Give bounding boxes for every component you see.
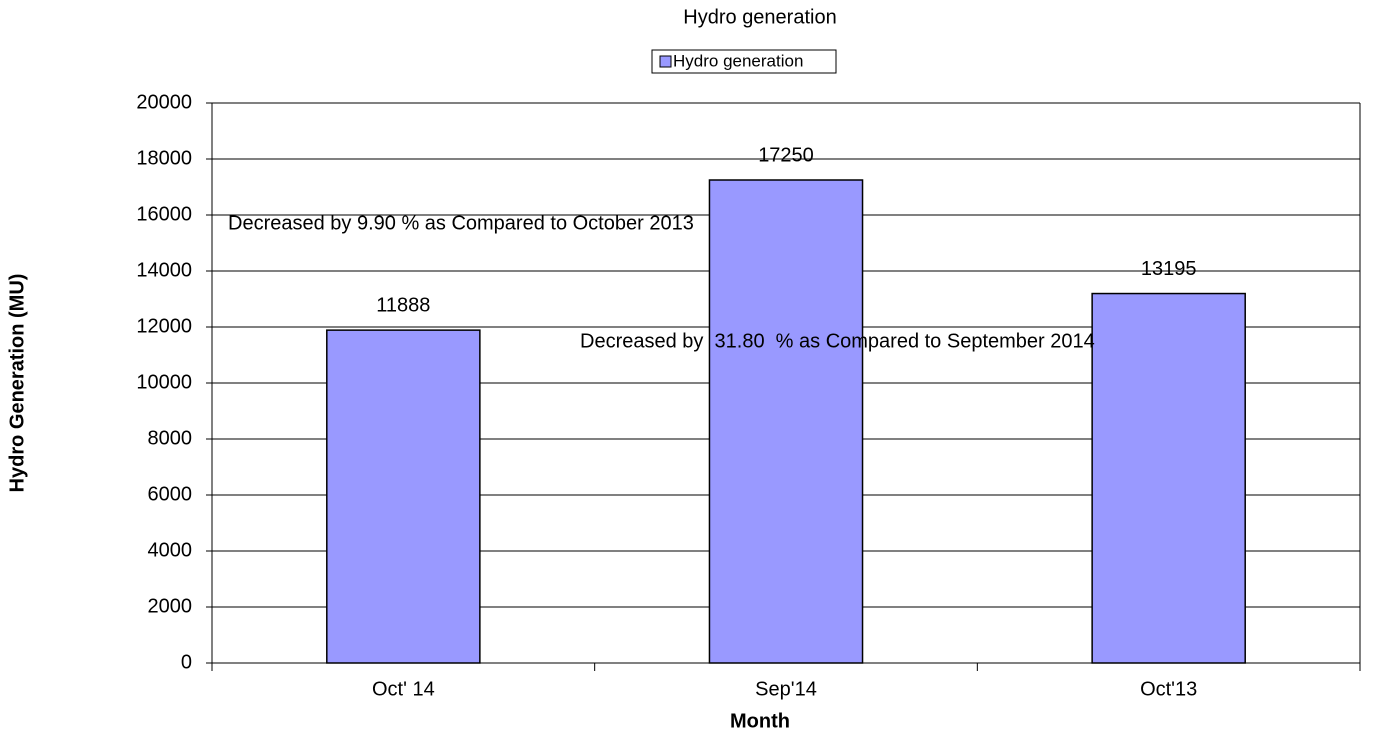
y-tick-label: 14000 [136,259,192,281]
y-tick-label: 18000 [136,147,192,169]
x-tick-label: Oct'13 [1140,678,1197,700]
y-tick-label: 2000 [148,595,193,617]
data-label: 11888 [376,294,430,316]
data-label: 13195 [1141,258,1197,280]
y-tick-label: 16000 [136,203,192,225]
y-tick-label: 4000 [148,539,193,561]
bar [326,329,481,664]
y-tick-label: 10000 [136,371,192,393]
y-tick-label: 0 [181,651,192,673]
chart-title: Hydro generation [683,6,836,28]
x-tick-label: Oct' 14 [372,678,435,700]
legend-swatch [659,55,672,68]
annotation: Decreased by 9.90 % as Compared to Octob… [228,212,694,234]
x-tick-label: Sep'14 [755,678,817,700]
legend-box [651,49,837,74]
y-tick-label: 6000 [148,483,193,505]
bar [1091,292,1246,664]
y-tick-label: 8000 [148,427,193,449]
bar [708,179,864,664]
y-axis-label: Hydro Generation (MU) [6,274,28,493]
y-tick-label: 20000 [136,91,192,113]
y-tick-label: 12000 [136,315,192,337]
data-label: 17250 [758,144,814,166]
x-axis-label: Month [730,710,790,732]
annotation: Decreased by 31.80 % as Compared to Sept… [580,330,1095,352]
legend-label: Hydro generation [673,51,803,70]
